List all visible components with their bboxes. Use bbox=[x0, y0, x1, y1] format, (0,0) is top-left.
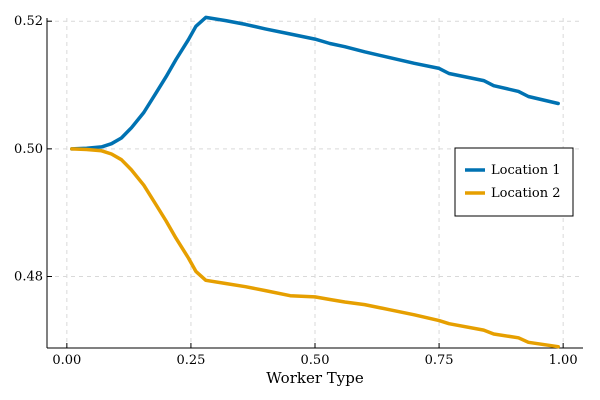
y-tick-label: 0.48 bbox=[14, 270, 43, 285]
x-tick-label: 0.50 bbox=[301, 353, 330, 368]
x-axis-title: Worker Type bbox=[266, 369, 364, 387]
grid-lines bbox=[47, 18, 583, 348]
legend-label-2: Location 2 bbox=[491, 186, 560, 201]
y-tick-label: 0.50 bbox=[14, 142, 43, 157]
series-lines bbox=[70, 15, 560, 349]
legend-box bbox=[454, 147, 574, 217]
x-tick-label: 0.75 bbox=[425, 353, 454, 368]
legend: Location 1 Location 2 bbox=[454, 147, 574, 217]
series-line-2 bbox=[70, 147, 560, 349]
x-tick-label: 0.25 bbox=[176, 353, 205, 368]
legend-label-1: Location 1 bbox=[491, 163, 560, 178]
tick-labels: 0.00 0.25 0.50 0.75 1.00 0.48 0.50 0.52 bbox=[14, 14, 578, 368]
x-tick-label: 0.00 bbox=[52, 353, 81, 368]
x-tick-label: 1.00 bbox=[549, 353, 578, 368]
axes bbox=[46, 18, 583, 349]
y-tick-label: 0.52 bbox=[14, 14, 43, 29]
series-line-1 bbox=[70, 15, 560, 151]
